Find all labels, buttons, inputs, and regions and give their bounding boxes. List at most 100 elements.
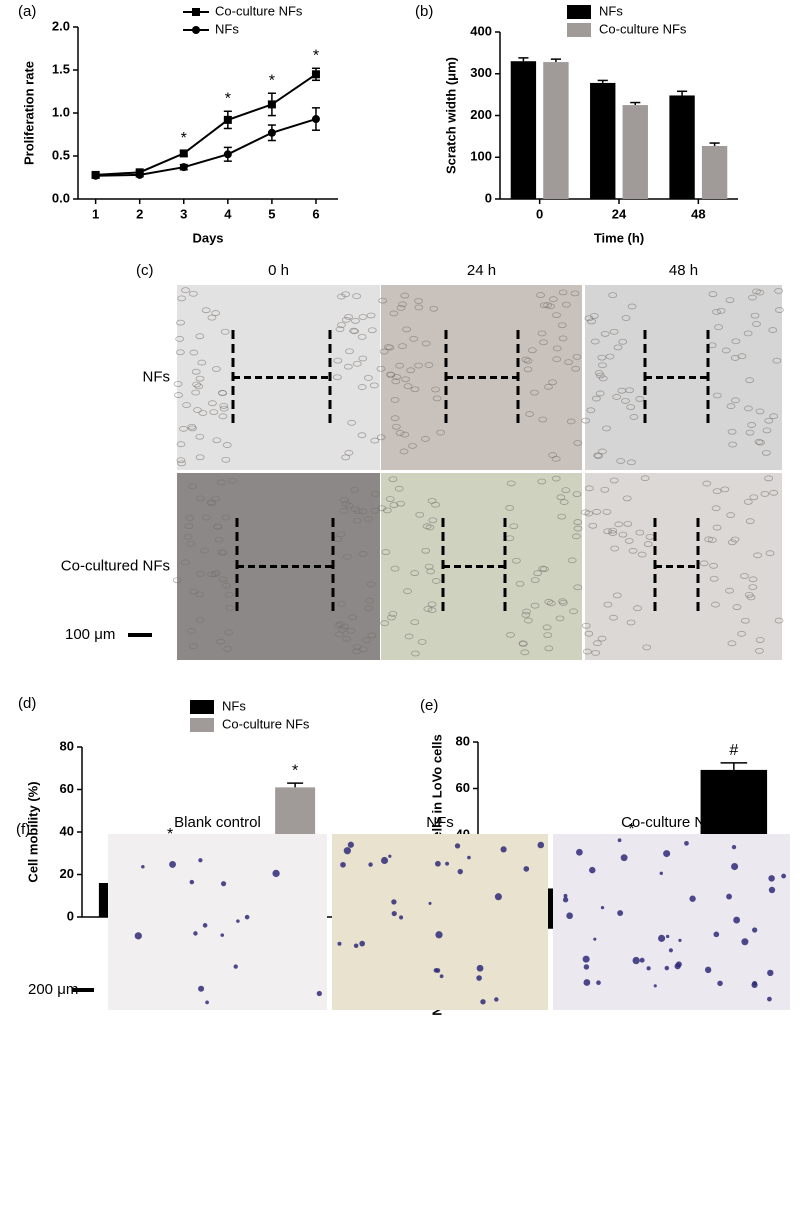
cell (537, 330, 547, 337)
cell (603, 528, 613, 535)
cell (581, 417, 591, 424)
cell (224, 629, 233, 636)
x-tick-label: 6 (312, 206, 319, 221)
point (267, 100, 276, 109)
x-tick-label: 48 (691, 206, 705, 221)
cell (380, 620, 390, 627)
column-header: NFs (426, 814, 454, 831)
annotation: * (313, 47, 319, 64)
cell (414, 298, 423, 304)
cell (367, 327, 377, 334)
cell (588, 522, 598, 529)
stained-cell (663, 850, 671, 858)
y-axis-label: Scratch width (μm) (443, 57, 458, 174)
cell (210, 571, 220, 578)
cell (544, 383, 553, 390)
cell (379, 348, 389, 355)
stained-cell (435, 931, 443, 939)
cell (540, 566, 549, 573)
cell (546, 600, 556, 607)
cell (608, 527, 618, 534)
cell (341, 500, 351, 507)
cell (593, 640, 602, 647)
cell (725, 297, 735, 304)
stained-cell (646, 966, 651, 971)
cell (533, 570, 543, 577)
cell (218, 413, 228, 420)
cell (521, 611, 531, 618)
cell (176, 457, 186, 464)
cell (621, 315, 631, 321)
stained-cell (767, 969, 774, 977)
cell (573, 440, 583, 446)
cell (357, 384, 367, 390)
cell (616, 458, 626, 464)
cell (571, 533, 581, 540)
cell (421, 547, 431, 554)
cell (594, 453, 603, 459)
cell (182, 402, 191, 408)
cell (721, 347, 731, 354)
stained-cell (316, 990, 322, 997)
cell (725, 587, 734, 594)
micrograph (332, 834, 548, 1010)
legend-swatch (567, 23, 591, 37)
cell (222, 442, 232, 448)
cell (198, 410, 208, 416)
cell (596, 372, 605, 379)
cell (629, 414, 639, 420)
cell (369, 382, 379, 389)
legend-marker (192, 26, 200, 34)
legend-label: NFs (222, 698, 246, 713)
stained-cell (632, 956, 640, 965)
stained-cell (563, 893, 568, 898)
cell (567, 557, 577, 564)
cell (762, 427, 772, 434)
cell (552, 312, 561, 318)
cell (595, 390, 605, 397)
micrograph (553, 834, 790, 1010)
y-tick-label: 80 (456, 733, 470, 748)
cell (176, 441, 186, 448)
cell (720, 486, 730, 493)
y-tick-label: 0 (485, 190, 492, 205)
cell (390, 415, 400, 422)
cell (598, 448, 607, 455)
row-label: Co-cultured NFs (61, 557, 170, 574)
stained-cell (589, 866, 596, 874)
cell (745, 518, 755, 525)
cell (431, 386, 440, 393)
cell (396, 500, 406, 507)
cell (750, 312, 760, 319)
cell (218, 549, 228, 556)
stained-cell (674, 963, 681, 970)
x-tick-label: 2 (136, 206, 143, 221)
stained-cell (439, 974, 444, 979)
cell (506, 631, 515, 638)
cell (522, 608, 531, 615)
cell (538, 565, 548, 572)
cell (627, 303, 637, 310)
cell (431, 578, 441, 584)
stained-cell (731, 844, 737, 850)
cell (429, 305, 439, 312)
cell (609, 614, 618, 621)
cell (370, 437, 380, 444)
cell (406, 367, 416, 374)
cell (211, 310, 221, 316)
cell (571, 365, 581, 372)
stained-cell (141, 865, 145, 869)
cell (403, 588, 412, 595)
panel-label: (a) (18, 3, 36, 20)
micrograph (108, 834, 327, 1010)
cell (337, 600, 347, 607)
column-header: 0 h (268, 262, 289, 279)
cell (340, 623, 349, 630)
cell (557, 513, 567, 520)
stained-cell (193, 931, 198, 936)
stained-cell (198, 985, 205, 992)
legend-swatch (567, 5, 591, 19)
cell (392, 374, 402, 380)
y-tick-label: 60 (60, 781, 74, 796)
y-tick-label: 60 (456, 780, 470, 795)
